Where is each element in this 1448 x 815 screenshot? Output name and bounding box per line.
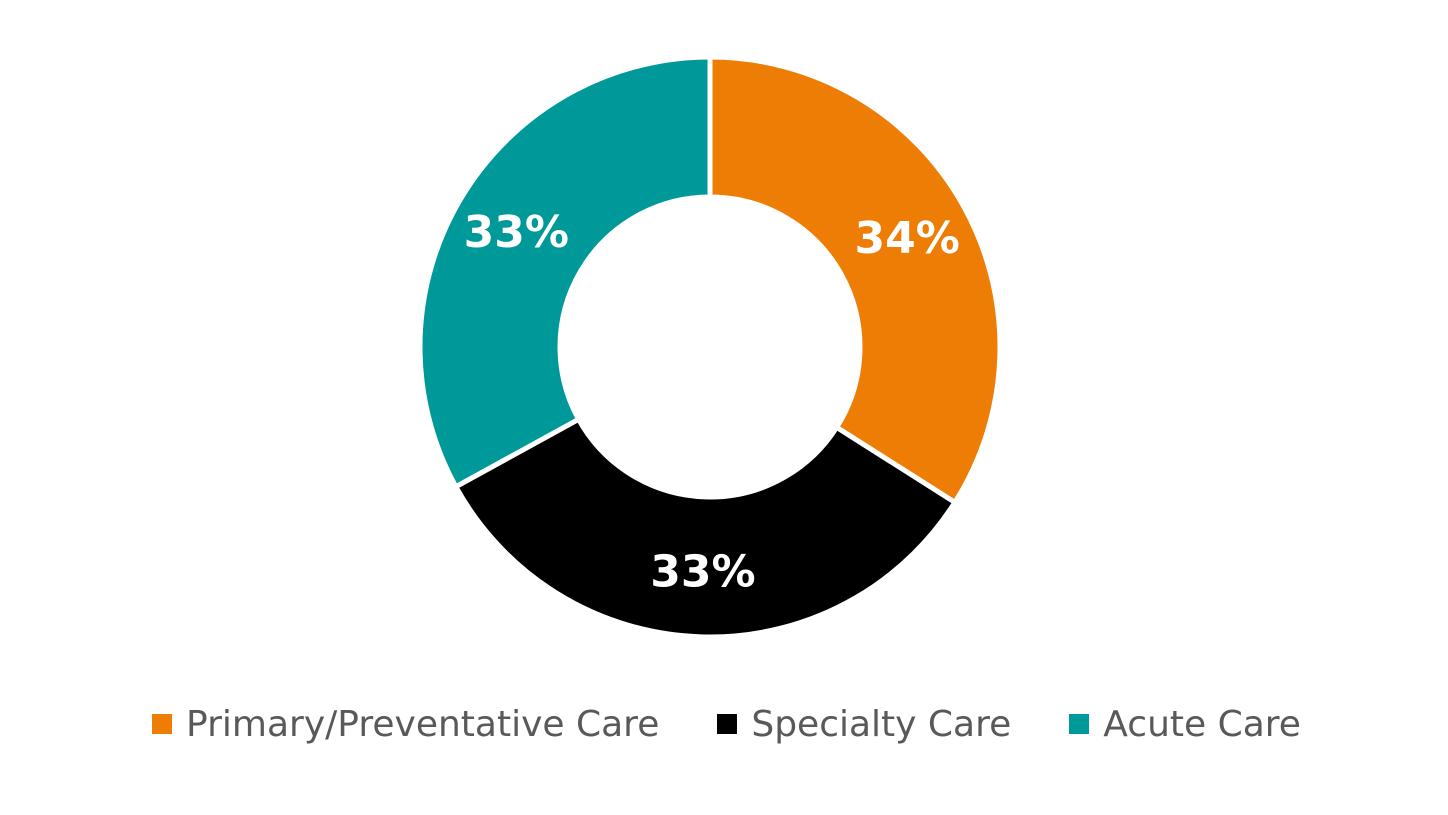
legend-label-specialty-care: Specialty Care: [751, 703, 1012, 745]
slice-primary-preventative-care: [707, 54, 1003, 505]
data-label-specialty-care: 33%: [650, 546, 755, 597]
data-label-primary-preventative-care: 34%: [855, 213, 960, 264]
legend-swatch-primary-preventative-care: [152, 714, 173, 734]
legend-item-specialty-care: Specialty Care: [717, 704, 1011, 745]
legend-swatch-acute-care: [1069, 714, 1090, 734]
legend-label-primary-preventative-care: Primary/Preventative Care: [186, 703, 660, 745]
slice-specialty-care: [453, 416, 958, 640]
legend-item-acute-care: Acute Care: [1069, 704, 1301, 745]
chart-legend: Primary/Preventative Care Specialty Care…: [0, 694, 1448, 754]
slice-acute-care: [417, 54, 713, 490]
legend-swatch-specialty-care: [717, 714, 738, 734]
data-label-acute-care: 33%: [464, 207, 569, 258]
legend-label-acute-care: Acute Care: [1103, 703, 1301, 745]
legend-item-primary-preventative-care: Primary/Preventative Care: [152, 704, 659, 745]
